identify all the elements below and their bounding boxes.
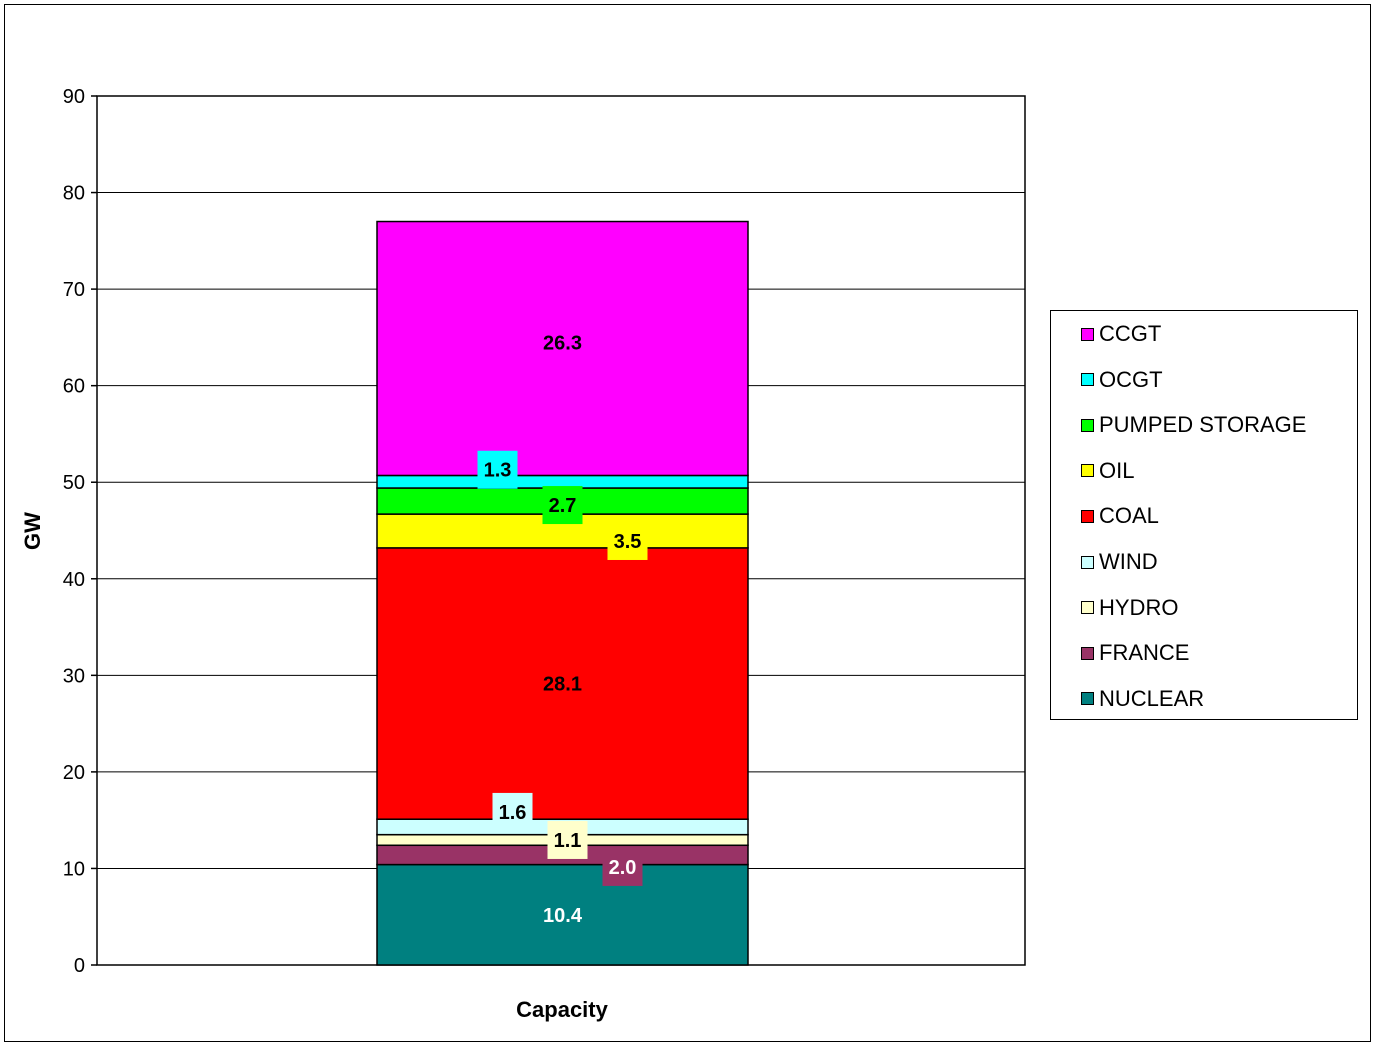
data-label-text: 3.5	[614, 531, 642, 553]
y-axis-ticks: 0 10 20 30 40 50 60 70 80 90	[63, 86, 97, 977]
y-tick-label: 20	[63, 762, 85, 784]
y-tick-label: 10	[63, 858, 85, 880]
legend-swatch	[1081, 464, 1094, 478]
legend-item-coal: COAL	[1081, 503, 1159, 529]
data-label-france: 2.0	[602, 847, 643, 886]
y-tick-label: 90	[63, 86, 85, 108]
data-label-oil: 3.5	[607, 521, 648, 560]
legend: CCGT OCGT PUMPED STORAGE OIL COAL WIND HYDRO FR…	[1050, 310, 1358, 720]
legend-item-france: FRANCE	[1081, 640, 1190, 666]
legend-label: WIND	[1099, 549, 1158, 574]
x-axis-title: Capacity	[516, 997, 608, 1022]
y-tick-label: 60	[63, 376, 85, 398]
data-label-background	[547, 820, 588, 859]
data-label-background	[492, 792, 533, 831]
data-label-ccgt: 26.3	[543, 332, 582, 354]
data-label-ocgt: 1.3	[477, 450, 518, 489]
y-tick-label: 30	[63, 665, 85, 687]
data-label-background	[542, 486, 583, 525]
data-label-text: 2.0	[609, 857, 637, 879]
legend-swatch	[1081, 418, 1094, 432]
y-tick-label: 70	[63, 279, 85, 301]
data-label-text: 2.7	[549, 495, 577, 517]
data-label-background	[602, 847, 643, 886]
legend-swatch	[1081, 601, 1094, 615]
legend-label: PUMPED STORAGE	[1099, 412, 1307, 438]
legend-label: OCGT	[1099, 366, 1163, 392]
y-tick-label: 50	[63, 472, 85, 494]
legend-label: COAL	[1099, 503, 1159, 529]
legend-item-ccgt: CCGT	[1081, 321, 1162, 346]
gridlines	[97, 192, 1025, 869]
legend-swatch	[1081, 509, 1094, 523]
legend-item-oil: OIL	[1081, 457, 1135, 483]
legend-label: HYDRO	[1099, 594, 1179, 620]
legend-swatch	[1081, 555, 1094, 569]
data-label-text: 28.1	[543, 674, 582, 696]
bar-segments	[376, 220, 749, 966]
data-label-text: 26.3	[543, 332, 582, 354]
data-label-text: 1.3	[484, 460, 512, 482]
legend-item-ocgt: OCGT	[1081, 366, 1163, 392]
data-label-pumped-storage: 2.7	[542, 486, 583, 525]
legend-item-hydro: HYDRO	[1081, 594, 1179, 620]
chart-frame	[4, 4, 1371, 1042]
legend-label: FRANCE	[1099, 640, 1190, 666]
legend-item-pumped-storage: PUMPED STORAGE	[1081, 412, 1307, 438]
data-label-nuclear: 10.4	[543, 905, 583, 927]
data-label-background	[477, 450, 518, 489]
y-tick-label: 40	[63, 569, 85, 591]
data-label-wind: 1.6	[492, 792, 533, 831]
y-tick-label: 0	[74, 955, 85, 977]
bar-segment-coal	[376, 547, 749, 820]
legend-swatch	[1081, 327, 1094, 341]
y-axis-title: GW	[20, 512, 45, 550]
data-label-text: 1.1	[554, 830, 582, 852]
legend-item-nuclear: NUCLEAR	[1081, 685, 1205, 711]
y-tick-label: 80	[63, 183, 85, 205]
legend-label: CCGT	[1099, 321, 1162, 346]
bar-segment-nuclear	[376, 863, 749, 966]
data-label-hydro: 1.1	[547, 820, 588, 859]
bar-segment-ccgt	[376, 220, 749, 477]
legend-swatch	[1081, 692, 1094, 706]
data-label-text: 1.6	[499, 802, 527, 824]
data-labels: 10.4 2.0 1.1 1.6 28.1 3.5 2.7 1.3 26.3	[477, 332, 648, 927]
data-label-coal: 28.1	[543, 674, 582, 696]
legend-swatch	[1081, 646, 1094, 660]
legend-label: NUCLEAR	[1099, 685, 1205, 711]
legend-swatch	[1081, 373, 1094, 387]
legend-label: OIL	[1099, 457, 1135, 483]
data-label-text: 10.4	[543, 905, 583, 927]
legend-item-wind: WIND	[1081, 549, 1158, 574]
data-label-background	[607, 521, 648, 560]
